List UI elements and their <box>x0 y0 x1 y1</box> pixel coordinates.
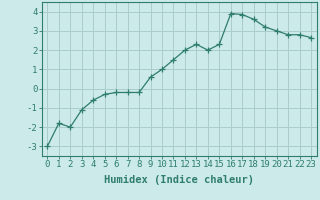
X-axis label: Humidex (Indice chaleur): Humidex (Indice chaleur) <box>104 175 254 185</box>
